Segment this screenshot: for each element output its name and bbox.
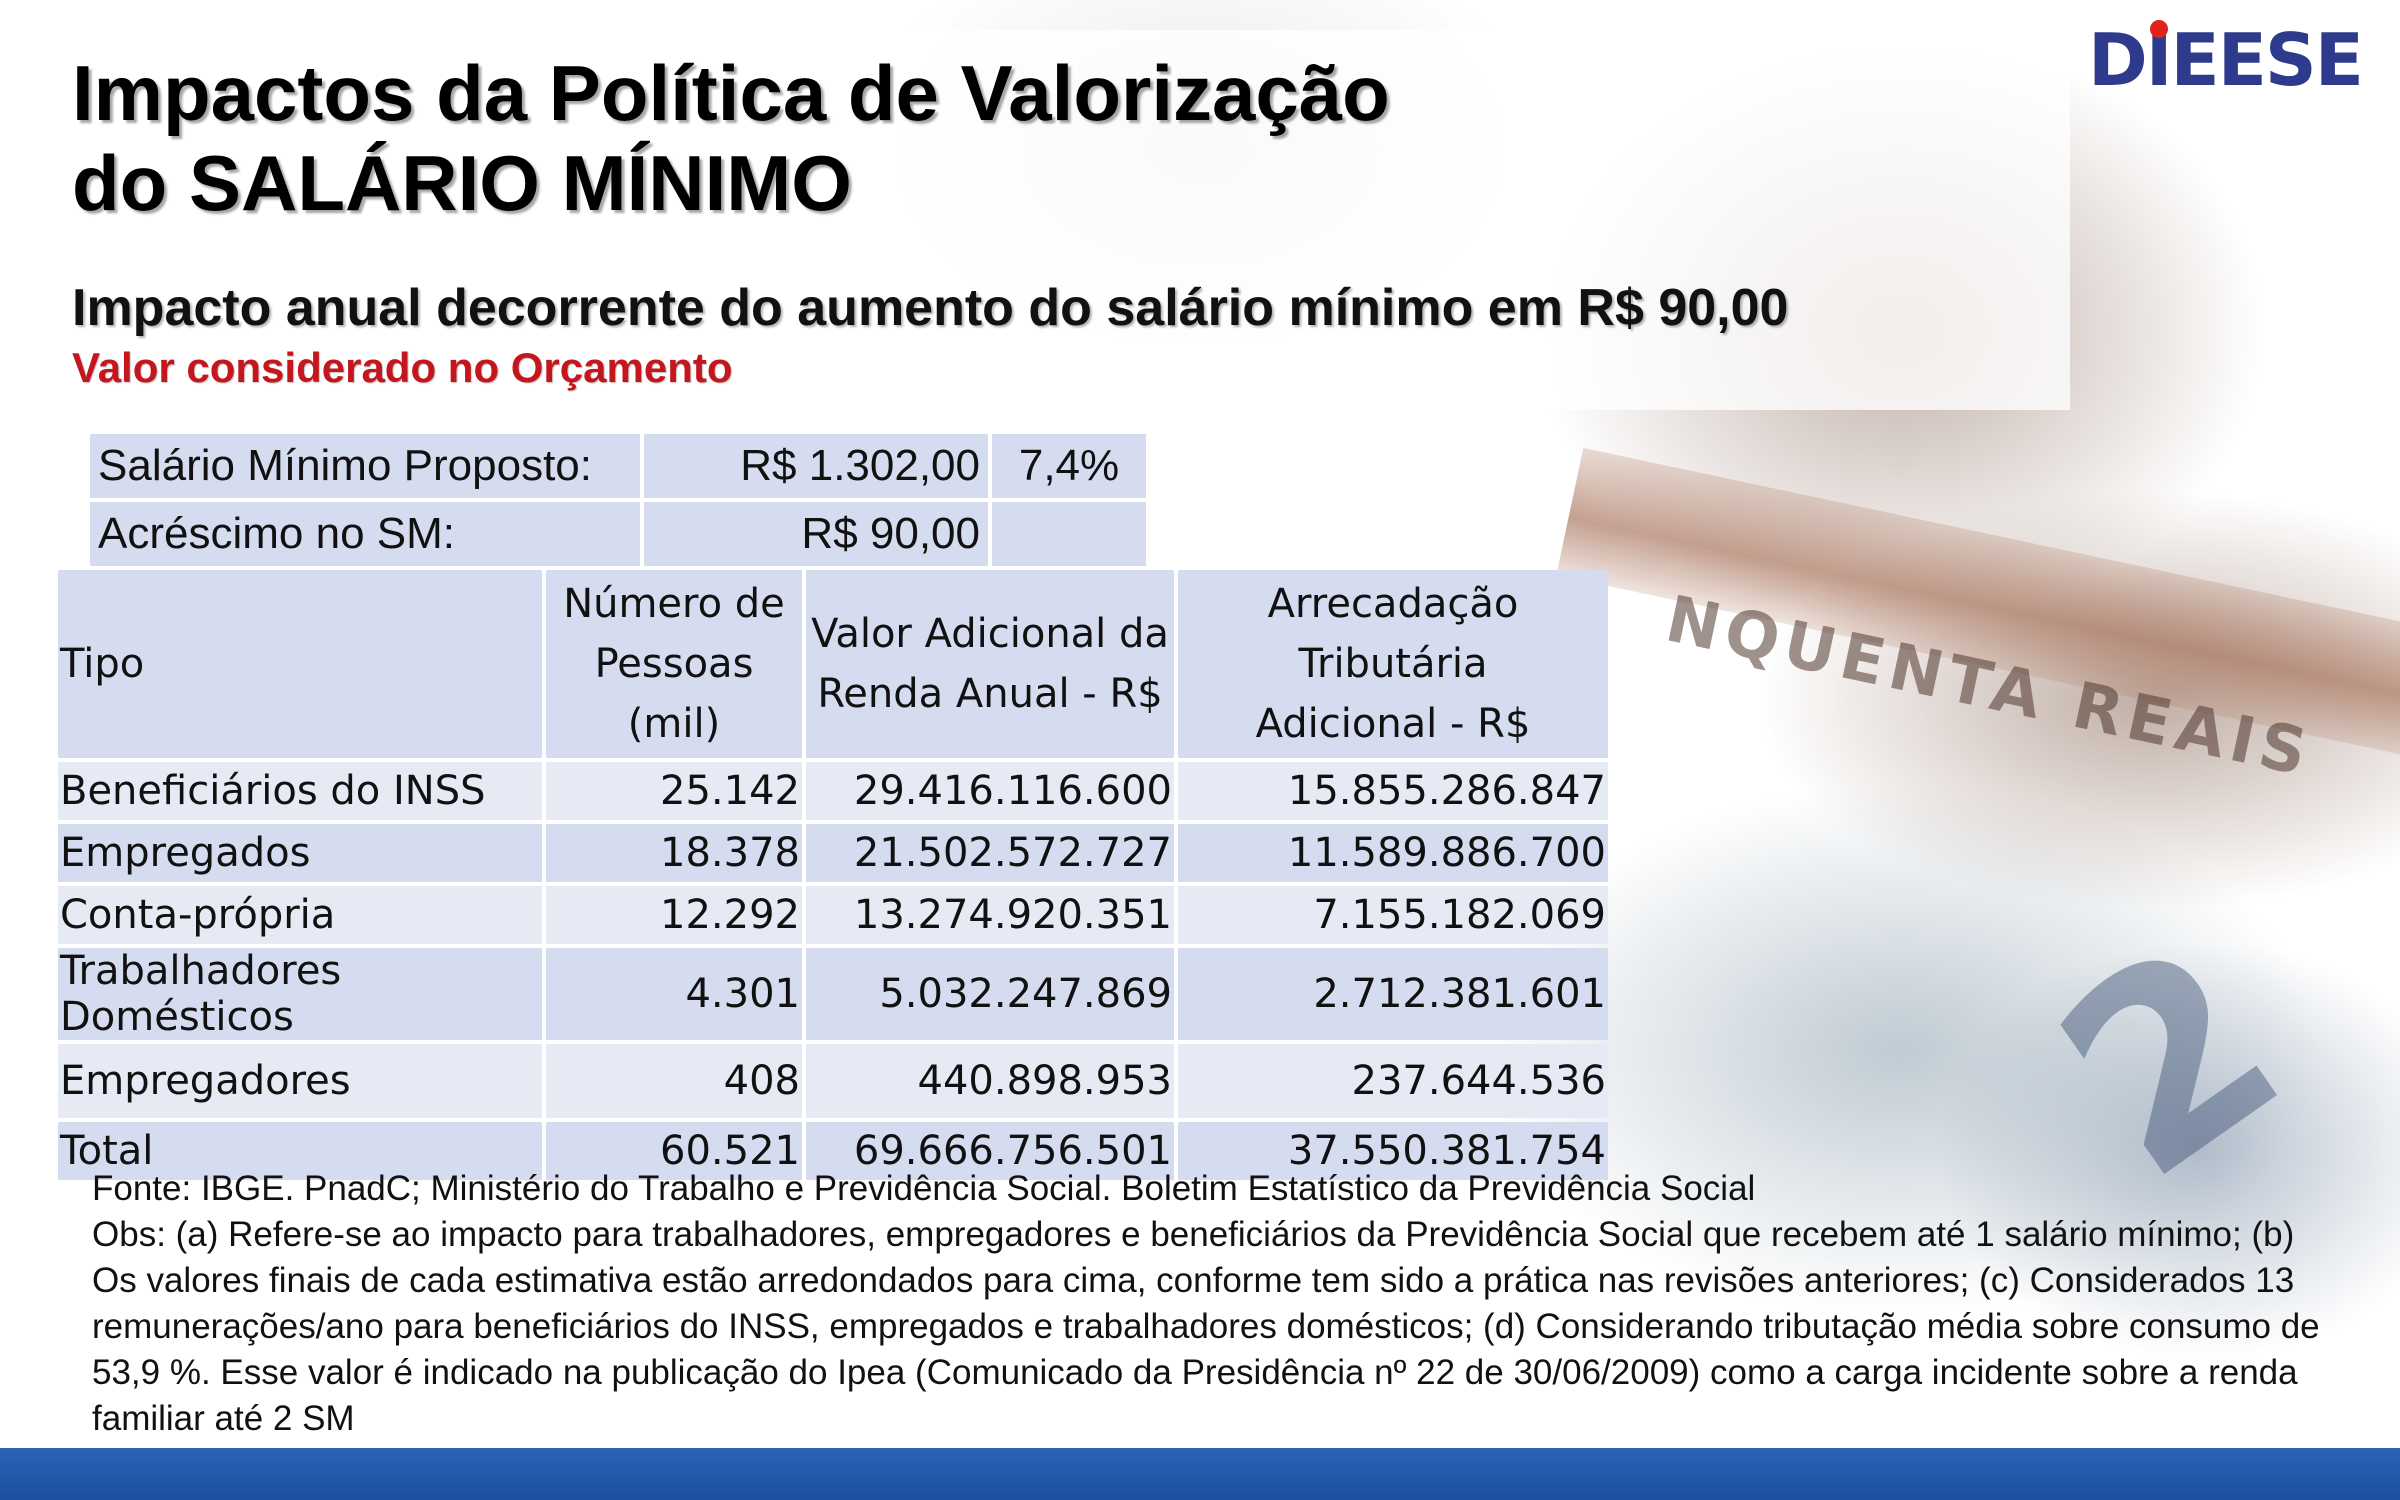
proposal-table: Salário Mínimo Proposto: R$ 1.302,00 7,4… xyxy=(86,430,1150,570)
cell-arrecadacao: 37.550.381.754 xyxy=(1178,1122,1608,1180)
cell-valor: 21.502.572.727 xyxy=(806,824,1174,882)
cell-arrecadacao: 2.712.381.601 xyxy=(1178,948,1608,1040)
cell-valor: 29.416.116.600 xyxy=(806,762,1174,820)
proposal-label: Salário Mínimo Proposto: xyxy=(90,434,640,498)
cell-pessoas: 12.292 xyxy=(546,886,802,944)
table-row: Conta-própria 12.292 13.274.920.351 7.15… xyxy=(58,886,1608,944)
proposal-row: Salário Mínimo Proposto: R$ 1.302,00 7,4… xyxy=(90,434,1146,498)
table-row: Trabalhadores Domésticos 4.301 5.032.247… xyxy=(58,948,1608,1040)
cell-valor: 440.898.953 xyxy=(806,1044,1174,1118)
table-row: Empregados 18.378 21.502.572.727 11.589.… xyxy=(58,824,1608,882)
header-pessoas-line1: Número de xyxy=(563,581,785,627)
subtitle-red: Valor considerado no Orçamento xyxy=(72,344,733,391)
table-header-row: Tipo Número de Pessoas (mil) Valor Adici… xyxy=(58,570,1608,758)
cell-pessoas: 18.378 xyxy=(546,824,802,882)
observations-note: Obs: (a) Refere-se ao impacto para traba… xyxy=(92,1215,2320,1438)
cell-arrecadacao: 7.155.182.069 xyxy=(1178,886,1608,944)
increase-row: Acréscimo no SM: R$ 90,00 xyxy=(90,502,1146,566)
footnotes: Fonte: IBGE. PnadC; Ministério do Trabal… xyxy=(92,1166,2332,1442)
cell-arrecadacao: 237.644.536 xyxy=(1178,1044,1608,1118)
cell-tipo: Empregados xyxy=(58,824,542,882)
source-note: Fonte: IBGE. PnadC; Ministério do Trabal… xyxy=(92,1169,1756,1208)
cell-tipo: Beneficiários do INSS xyxy=(58,762,542,820)
footer-bar xyxy=(0,1448,2400,1500)
subtitle: Impacto anual decorrente do aumento do s… xyxy=(72,279,1789,337)
header-tipo: Tipo xyxy=(58,570,542,758)
table-row-total: Total 60.521 69.666.756.501 37.550.381.7… xyxy=(58,1122,1608,1180)
header-valor-line2: Renda Anual - R$ xyxy=(817,671,1163,717)
proposal-percent: 7,4% xyxy=(992,434,1146,498)
cell-pessoas: 60.521 xyxy=(546,1122,802,1180)
empty-cell xyxy=(992,502,1146,566)
increase-value: R$ 90,00 xyxy=(644,502,988,566)
header-pessoas-line2: Pessoas (mil) xyxy=(594,641,754,747)
title-panel xyxy=(40,30,2070,410)
cell-pessoas: 25.142 xyxy=(546,762,802,820)
title-line-2: do SALÁRIO MÍNIMO xyxy=(72,139,852,227)
table-row: Empregadores 408 440.898.953 237.644.536 xyxy=(58,1044,1608,1118)
header-pessoas: Número de Pessoas (mil) xyxy=(546,570,802,758)
cell-tipo: Trabalhadores Domésticos xyxy=(58,948,542,1040)
cell-tipo: Conta-própria xyxy=(58,886,542,944)
cell-valor: 13.274.920.351 xyxy=(806,886,1174,944)
cell-pessoas: 408 xyxy=(546,1044,802,1118)
proposal-value: R$ 1.302,00 xyxy=(644,434,988,498)
header-valor: Valor Adicional da Renda Anual - R$ xyxy=(806,570,1174,758)
header-valor-line1: Valor Adicional da xyxy=(811,611,1169,657)
impact-table: Tipo Número de Pessoas (mil) Valor Adici… xyxy=(54,566,1612,1184)
cell-tipo: Empregadores xyxy=(58,1044,542,1118)
cell-pessoas: 4.301 xyxy=(546,948,802,1040)
cell-tipo: Total xyxy=(58,1122,542,1180)
title-line-1: Impactos da Política de Valorização xyxy=(72,49,1390,137)
slide-title: Impactos da Política de Valorização do S… xyxy=(72,48,1390,228)
header-arrecadacao-line1: Arrecadação Tributária xyxy=(1267,581,1519,687)
cell-valor: 69.666.756.501 xyxy=(806,1122,1174,1180)
logo-dot-icon xyxy=(2150,20,2168,38)
increase-label: Acréscimo no SM: xyxy=(90,502,640,566)
header-arrecadacao: Arrecadação Tributária Adicional - R$ xyxy=(1178,570,1608,758)
header-arrecadacao-line2: Adicional - R$ xyxy=(1255,701,1531,747)
cell-valor: 5.032.247.869 xyxy=(806,948,1174,1040)
table-row: Beneficiários do INSS 25.142 29.416.116.… xyxy=(58,762,1608,820)
dieese-logo: DIEESE xyxy=(2088,18,2364,102)
cell-arrecadacao: 15.855.286.847 xyxy=(1178,762,1608,820)
cell-arrecadacao: 11.589.886.700 xyxy=(1178,824,1608,882)
